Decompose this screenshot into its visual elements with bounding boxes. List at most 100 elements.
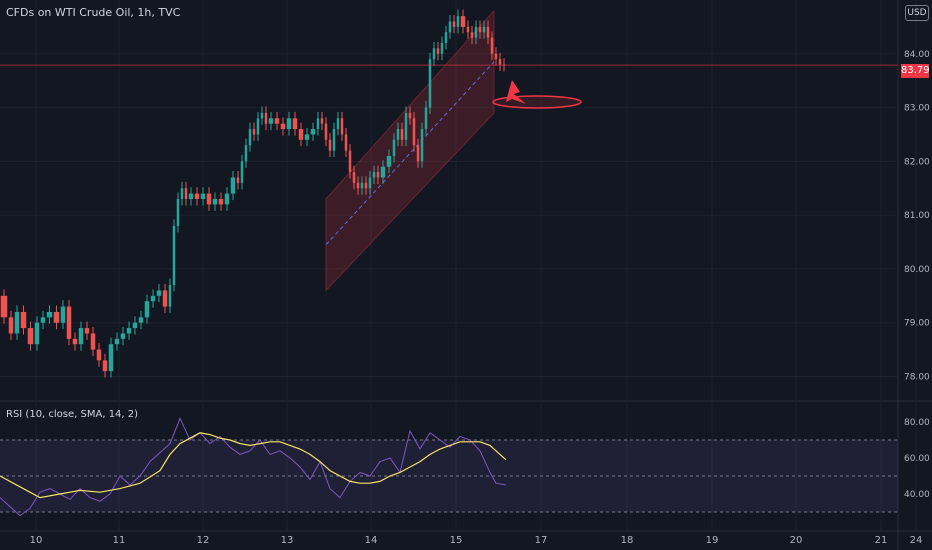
candle-body (252, 129, 256, 135)
candle-body (168, 285, 172, 307)
x-tick-label: 19 (706, 535, 719, 546)
y-tick-label: 82.00 (904, 157, 930, 167)
candle-body (408, 112, 412, 119)
candle-body (8, 317, 14, 334)
y-tick-label: 83.00 (904, 104, 930, 114)
candle-body (364, 182, 368, 189)
rsi-label: RSI (10, close, SMA, 14, 2) (6, 409, 139, 420)
rsi-tick-label: 80.00 (904, 418, 930, 428)
candle-body (78, 328, 84, 345)
candle-body (304, 134, 310, 140)
last-price-badge: 83.79 (901, 64, 930, 78)
candle-body (490, 37, 494, 54)
trend-channel (325, 9, 495, 292)
x-tick-label: 21 (875, 535, 888, 546)
candle-body (162, 290, 168, 307)
candle-body (498, 59, 502, 65)
x-tick-label: 10 (30, 535, 43, 546)
candle-body (456, 16, 460, 27)
candle-body (292, 118, 298, 130)
candle-body (0, 295, 8, 318)
candle-body (264, 112, 268, 124)
candle-body (72, 338, 78, 345)
candle-body (404, 112, 408, 140)
candle-body (40, 317, 46, 323)
candle-body (336, 118, 340, 130)
x-tick-label: 15 (450, 535, 463, 546)
candle-body (416, 145, 420, 162)
x-tick-label: 14 (365, 535, 378, 546)
candle-body (348, 150, 352, 173)
y-tick-label: 78.00 (904, 372, 930, 382)
candle-body (386, 155, 392, 167)
candle-body (184, 188, 188, 199)
candle-body (372, 172, 376, 178)
candle-body (444, 32, 448, 44)
candle-body (108, 344, 114, 372)
candle-body (368, 177, 372, 189)
candle-body (380, 166, 386, 178)
candle-body (470, 32, 474, 38)
candle-body (460, 16, 466, 27)
x-tick-label: 11 (113, 535, 126, 546)
candle-body (316, 118, 320, 130)
channel-midline (325, 61, 495, 246)
target-ellipse (492, 95, 582, 109)
candle-body (132, 322, 138, 329)
price-pane (0, 0, 898, 398)
candle-body (432, 48, 436, 60)
x-tick-label: 24 (910, 535, 923, 546)
candle-body (482, 26, 486, 33)
rsi-line (0, 417, 507, 517)
chart-title: CFDs on WTI Crude Oil, 1h, TVC (6, 6, 181, 19)
candle-body (224, 193, 230, 205)
rsi-pane (0, 404, 898, 530)
candle-body (172, 225, 176, 286)
candle-body (474, 26, 478, 38)
candle-body (194, 193, 200, 199)
candle-body (248, 129, 252, 146)
candle-body (360, 182, 364, 189)
x-tick-label: 12 (197, 535, 210, 546)
x-tick-label: 17 (535, 535, 548, 546)
x-tick-label: 13 (281, 535, 294, 546)
candle-body (494, 53, 498, 60)
candle-body (27, 328, 34, 345)
candle-body (46, 311, 53, 318)
candle-body (20, 311, 27, 329)
candle-body (102, 360, 108, 372)
candle-body (144, 301, 150, 318)
candle-body (188, 193, 194, 199)
candle-body (120, 333, 126, 339)
candle-body (156, 290, 162, 296)
candle-body (436, 48, 440, 54)
candle-body (200, 193, 206, 199)
candle-body (218, 199, 224, 205)
candle-body (428, 59, 432, 108)
candle-body (96, 349, 102, 361)
candle-body (340, 118, 344, 135)
y-tick-label: 79.00 (904, 319, 930, 329)
candle-body (392, 139, 396, 156)
x-tick-label: 20 (790, 535, 803, 546)
candle-body (396, 129, 400, 140)
candle-body (478, 26, 482, 33)
candle-body (356, 182, 360, 189)
candle-body (332, 129, 336, 151)
candle-body (126, 328, 132, 334)
candle-body (344, 134, 348, 151)
candle-body (14, 311, 20, 334)
candle-body (328, 139, 332, 151)
candle-body (66, 306, 72, 339)
candle-body (212, 199, 218, 205)
candle-body (138, 317, 144, 323)
currency-button[interactable]: USD (905, 5, 929, 21)
candle-body (420, 129, 424, 162)
candle-body (268, 118, 274, 124)
candle-body (244, 145, 248, 162)
candle-body (324, 123, 328, 140)
rsi-tick-label: 40.00 (904, 490, 930, 500)
candle-body (376, 172, 380, 178)
candle-body (424, 107, 428, 130)
